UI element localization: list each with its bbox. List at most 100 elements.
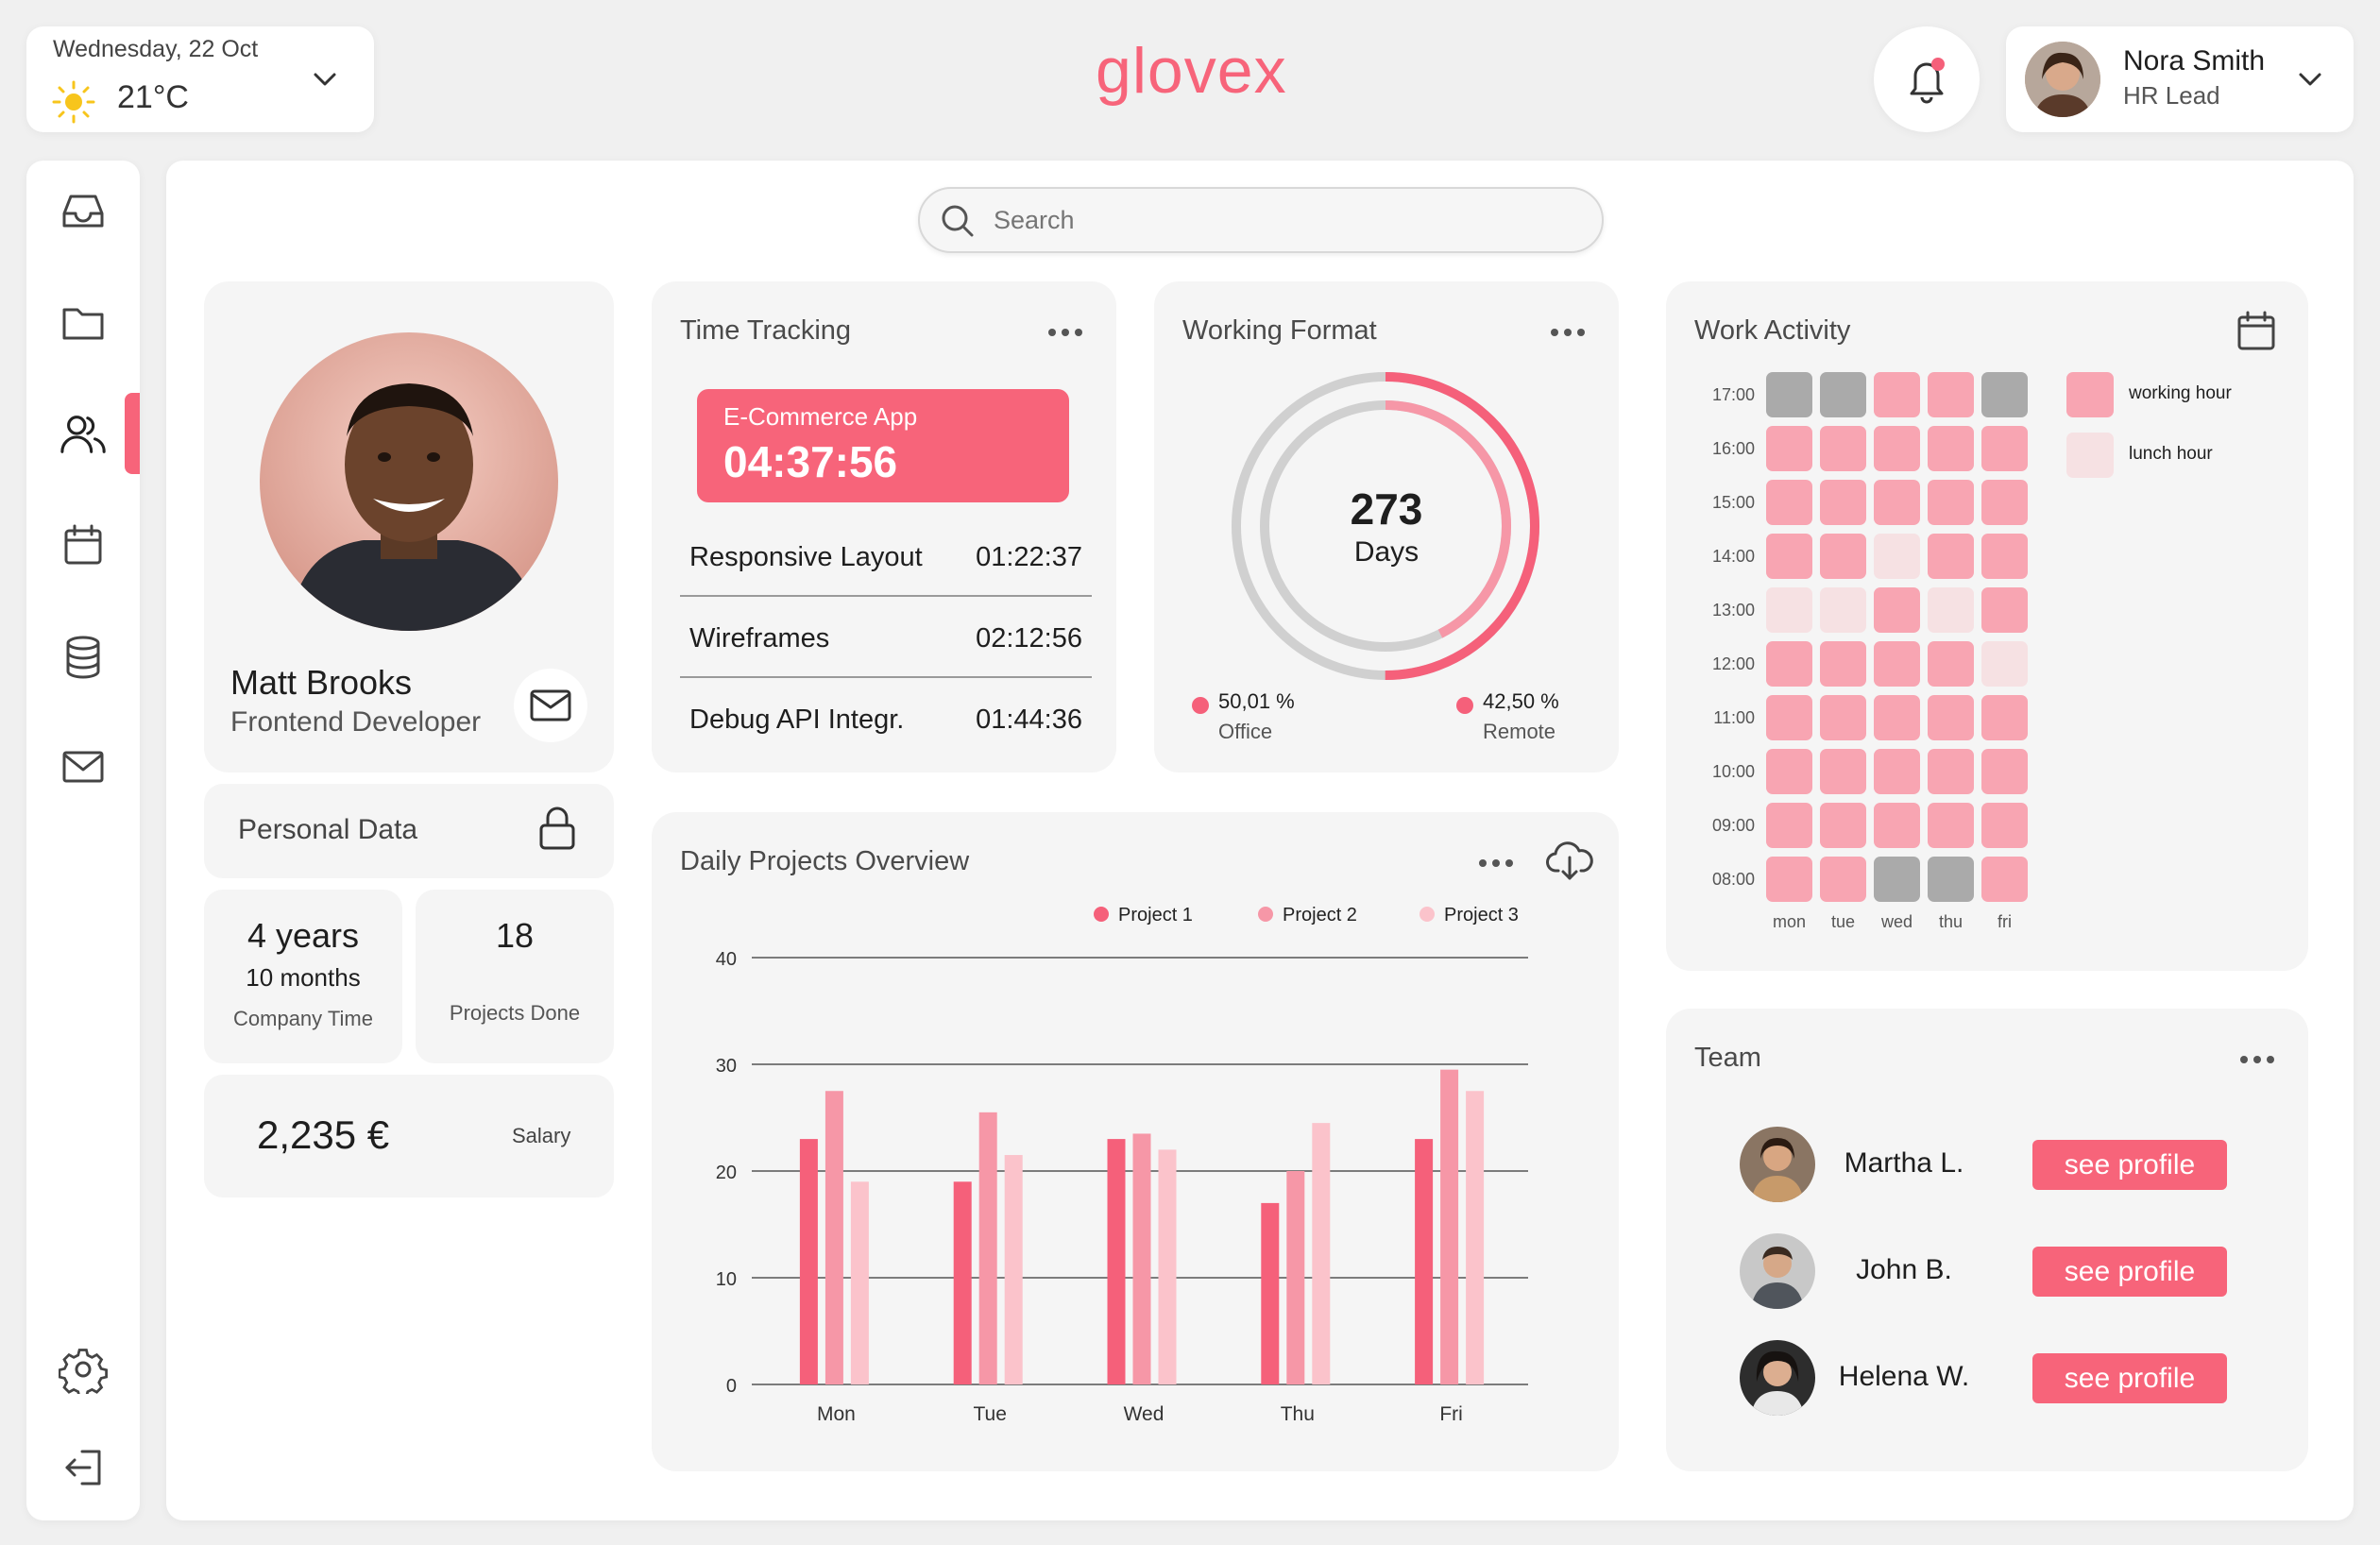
heatmap-cell (1981, 587, 2028, 633)
bar (1158, 1149, 1177, 1384)
legend-swatch (2066, 433, 2114, 478)
bar (1261, 1202, 1280, 1384)
heatmap-cell (1981, 372, 2028, 417)
bar (1312, 1123, 1331, 1384)
mail-icon[interactable] (59, 742, 108, 791)
hour-label: 16:00 (1711, 439, 1755, 458)
day-label: mon (1772, 912, 1806, 931)
heatmap-cell (1766, 641, 1812, 687)
message-button[interactable] (514, 669, 587, 742)
see-profile-button[interactable]: see profile (2032, 1353, 2227, 1403)
bell-icon (1904, 55, 1949, 104)
bar (799, 1139, 818, 1384)
calendar-icon[interactable] (59, 521, 108, 570)
hour-label: 12:00 (1711, 654, 1755, 673)
remote-dot (1456, 697, 1473, 714)
daily-projects-card: Daily Projects Overview 0 10 20 30 40 Mon Tue W… (652, 812, 1619, 1471)
logout-icon[interactable] (59, 1443, 108, 1492)
heatmap-cell (1874, 803, 1920, 848)
time-entry-row[interactable]: Responsive Layout 01:22:37 (680, 542, 1092, 573)
calendar-icon[interactable] (2235, 310, 2278, 353)
heatmap-cell (1928, 426, 1974, 471)
heatmap-cell (1981, 803, 2028, 848)
heatmap-cell (1820, 372, 1866, 417)
chevron-down-icon[interactable] (310, 64, 340, 94)
inbox-icon[interactable] (59, 187, 108, 236)
x-tick-label: Fri (1439, 1403, 1463, 1425)
heatmap-cell (1874, 587, 1920, 633)
team-member-row: Martha L. see profile (1740, 1127, 2231, 1204)
personal-data-label: Personal Data (238, 814, 418, 845)
bar (1286, 1171, 1305, 1384)
legend-dot (1094, 907, 1109, 922)
time-entry-name: Wireframes (689, 623, 830, 654)
sidebar (26, 161, 140, 1520)
card-title: Time Tracking (680, 315, 852, 346)
time-tracking-card: Time Tracking E-Commerce App 04:37:56 Re… (652, 281, 1116, 772)
sun-icon (51, 79, 96, 125)
search-bar[interactable] (918, 187, 1604, 253)
heatmap-cell (1766, 803, 1812, 848)
team-member-row: John B. see profile (1740, 1233, 2231, 1311)
y-tick-label: 30 (716, 1056, 737, 1077)
heatmap-cell (1820, 803, 1866, 848)
legend-dot (1258, 907, 1273, 922)
settings-icon[interactable] (59, 1345, 108, 1394)
more-options-icon[interactable] (2240, 1056, 2274, 1063)
x-tick-label: Tue (973, 1403, 1006, 1425)
activity-heatmap: 17:00 16:00 15:00 14:00 13:00 12:00 11:00 10:00… (1666, 281, 2308, 971)
more-options-icon[interactable] (1551, 329, 1585, 336)
divider (680, 595, 1092, 597)
folder-icon[interactable] (59, 298, 108, 348)
hour-label: 08:00 (1711, 870, 1755, 889)
heatmap-cell (1820, 857, 1866, 902)
user-menu[interactable]: Nora Smith HR Lead (2006, 26, 2354, 132)
heatmap-cell (1981, 534, 2028, 579)
company-time-card: 4 years 10 months Company Time (204, 890, 402, 1063)
office-dot (1192, 697, 1209, 714)
chevron-down-icon[interactable] (2295, 64, 2325, 94)
avatar (1740, 1340, 1815, 1416)
heatmap-cell (1981, 480, 2028, 525)
hour-label: 10:00 (1711, 762, 1755, 781)
working-days-value: 273 (1350, 484, 1423, 534)
time-entry-row[interactable]: Debug API Integr. 01:44:36 (680, 705, 1092, 736)
database-icon[interactable] (59, 633, 108, 682)
time-entry-time: 02:12:56 (976, 623, 1082, 654)
heatmap-cell (1874, 534, 1920, 579)
brand-logo: glovex (1096, 35, 1287, 107)
legend-label: Project 2 (1283, 905, 1357, 925)
team-member-name: Martha L. (1844, 1147, 1964, 1179)
download-cloud-icon[interactable] (1545, 839, 1594, 884)
heatmap-cell (1766, 372, 1812, 417)
heatmap-cell (1981, 641, 2028, 687)
heatmap-cell (1820, 587, 1866, 633)
personal-data-card[interactable]: Personal Data (204, 784, 614, 878)
users-icon[interactable] (59, 410, 108, 459)
weather-widget[interactable]: Wednesday, 22 Oct 21°C (26, 26, 374, 132)
company-time-months: 10 months (246, 963, 361, 992)
legend-label: Project 1 (1118, 905, 1193, 925)
more-options-icon[interactable] (1048, 329, 1082, 336)
heatmap-cell (1874, 641, 1920, 687)
heatmap-cell (1820, 641, 1866, 687)
notification-button[interactable] (1874, 26, 1980, 132)
heatmap-cell (1928, 480, 1974, 525)
y-tick-label: 10 (716, 1269, 737, 1290)
bar (1466, 1091, 1485, 1384)
more-options-icon[interactable] (1479, 859, 1513, 867)
heatmap-cell (1766, 534, 1812, 579)
time-entry-row[interactable]: Wireframes 02:12:56 (680, 623, 1092, 654)
user-role: HR Lead (2123, 81, 2220, 110)
search-input[interactable] (994, 200, 1560, 240)
company-time-label: Company Time (233, 1007, 373, 1030)
active-timer[interactable]: E-Commerce App 04:37:56 (697, 389, 1069, 502)
see-profile-button[interactable]: see profile (2032, 1140, 2227, 1190)
see-profile-button[interactable]: see profile (2032, 1247, 2227, 1297)
hour-label: 14:00 (1711, 547, 1755, 566)
heatmap-cell (1766, 749, 1812, 794)
office-percentage: 50,01 % (1218, 689, 1295, 713)
heatmap-cell (1766, 695, 1812, 740)
heatmap-cell (1928, 641, 1974, 687)
mail-icon (529, 687, 572, 724)
